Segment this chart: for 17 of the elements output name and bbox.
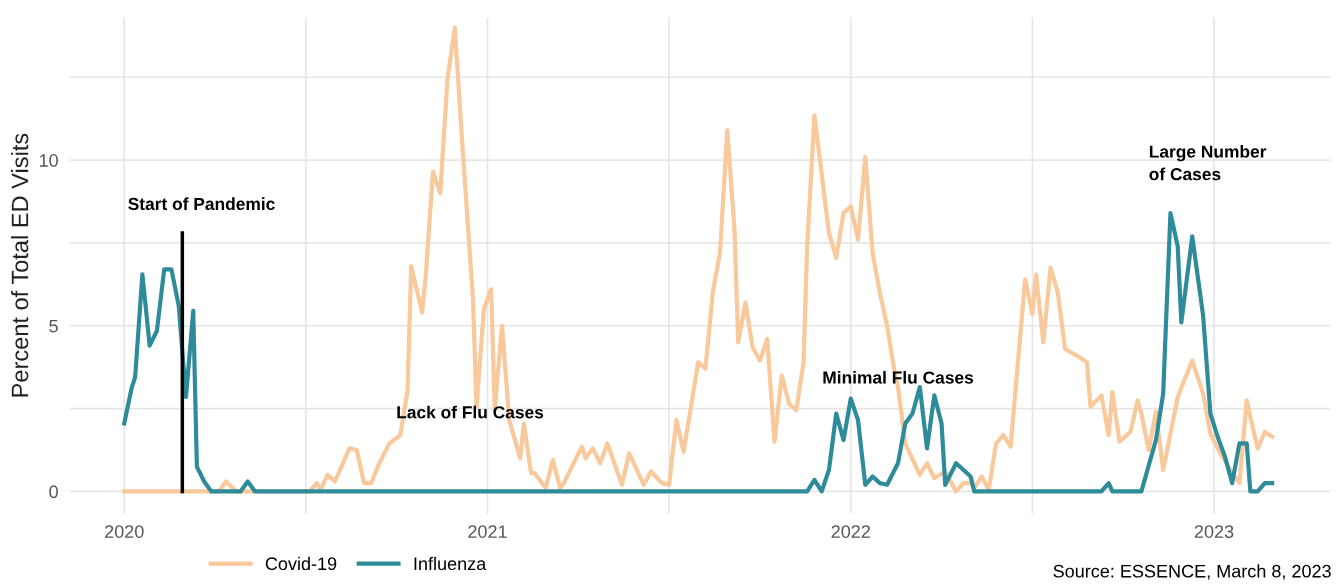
line-series — [122, 211, 1275, 494]
legend-label: Covid-19 — [265, 556, 337, 571]
annotation: Minimal Flu Cases — [823, 370, 974, 384]
line-series — [122, 25, 1275, 494]
y-tick-label: 5 — [49, 319, 58, 333]
x-tick-label: 2023 — [1194, 525, 1234, 538]
x-tick-label: 2020 — [105, 525, 144, 538]
y-tick-label: 0 — [49, 485, 58, 499]
annotation: Lack of Flu Cases — [397, 405, 544, 419]
x-tick-label: 2022 — [831, 525, 870, 538]
legend-label: Influenza — [414, 556, 487, 571]
annotation: Large Number of Cases — [1149, 145, 1267, 181]
annotation: Start of Pandemic — [128, 197, 275, 211]
y-tick-label: 10 — [39, 154, 58, 167]
y-axis-title: Percent of Total ED Visits — [10, 133, 29, 397]
source-note: Source: ESSENCE, March 8, 2023 — [1053, 564, 1331, 580]
x-tick-label: 2021 — [468, 525, 507, 538]
